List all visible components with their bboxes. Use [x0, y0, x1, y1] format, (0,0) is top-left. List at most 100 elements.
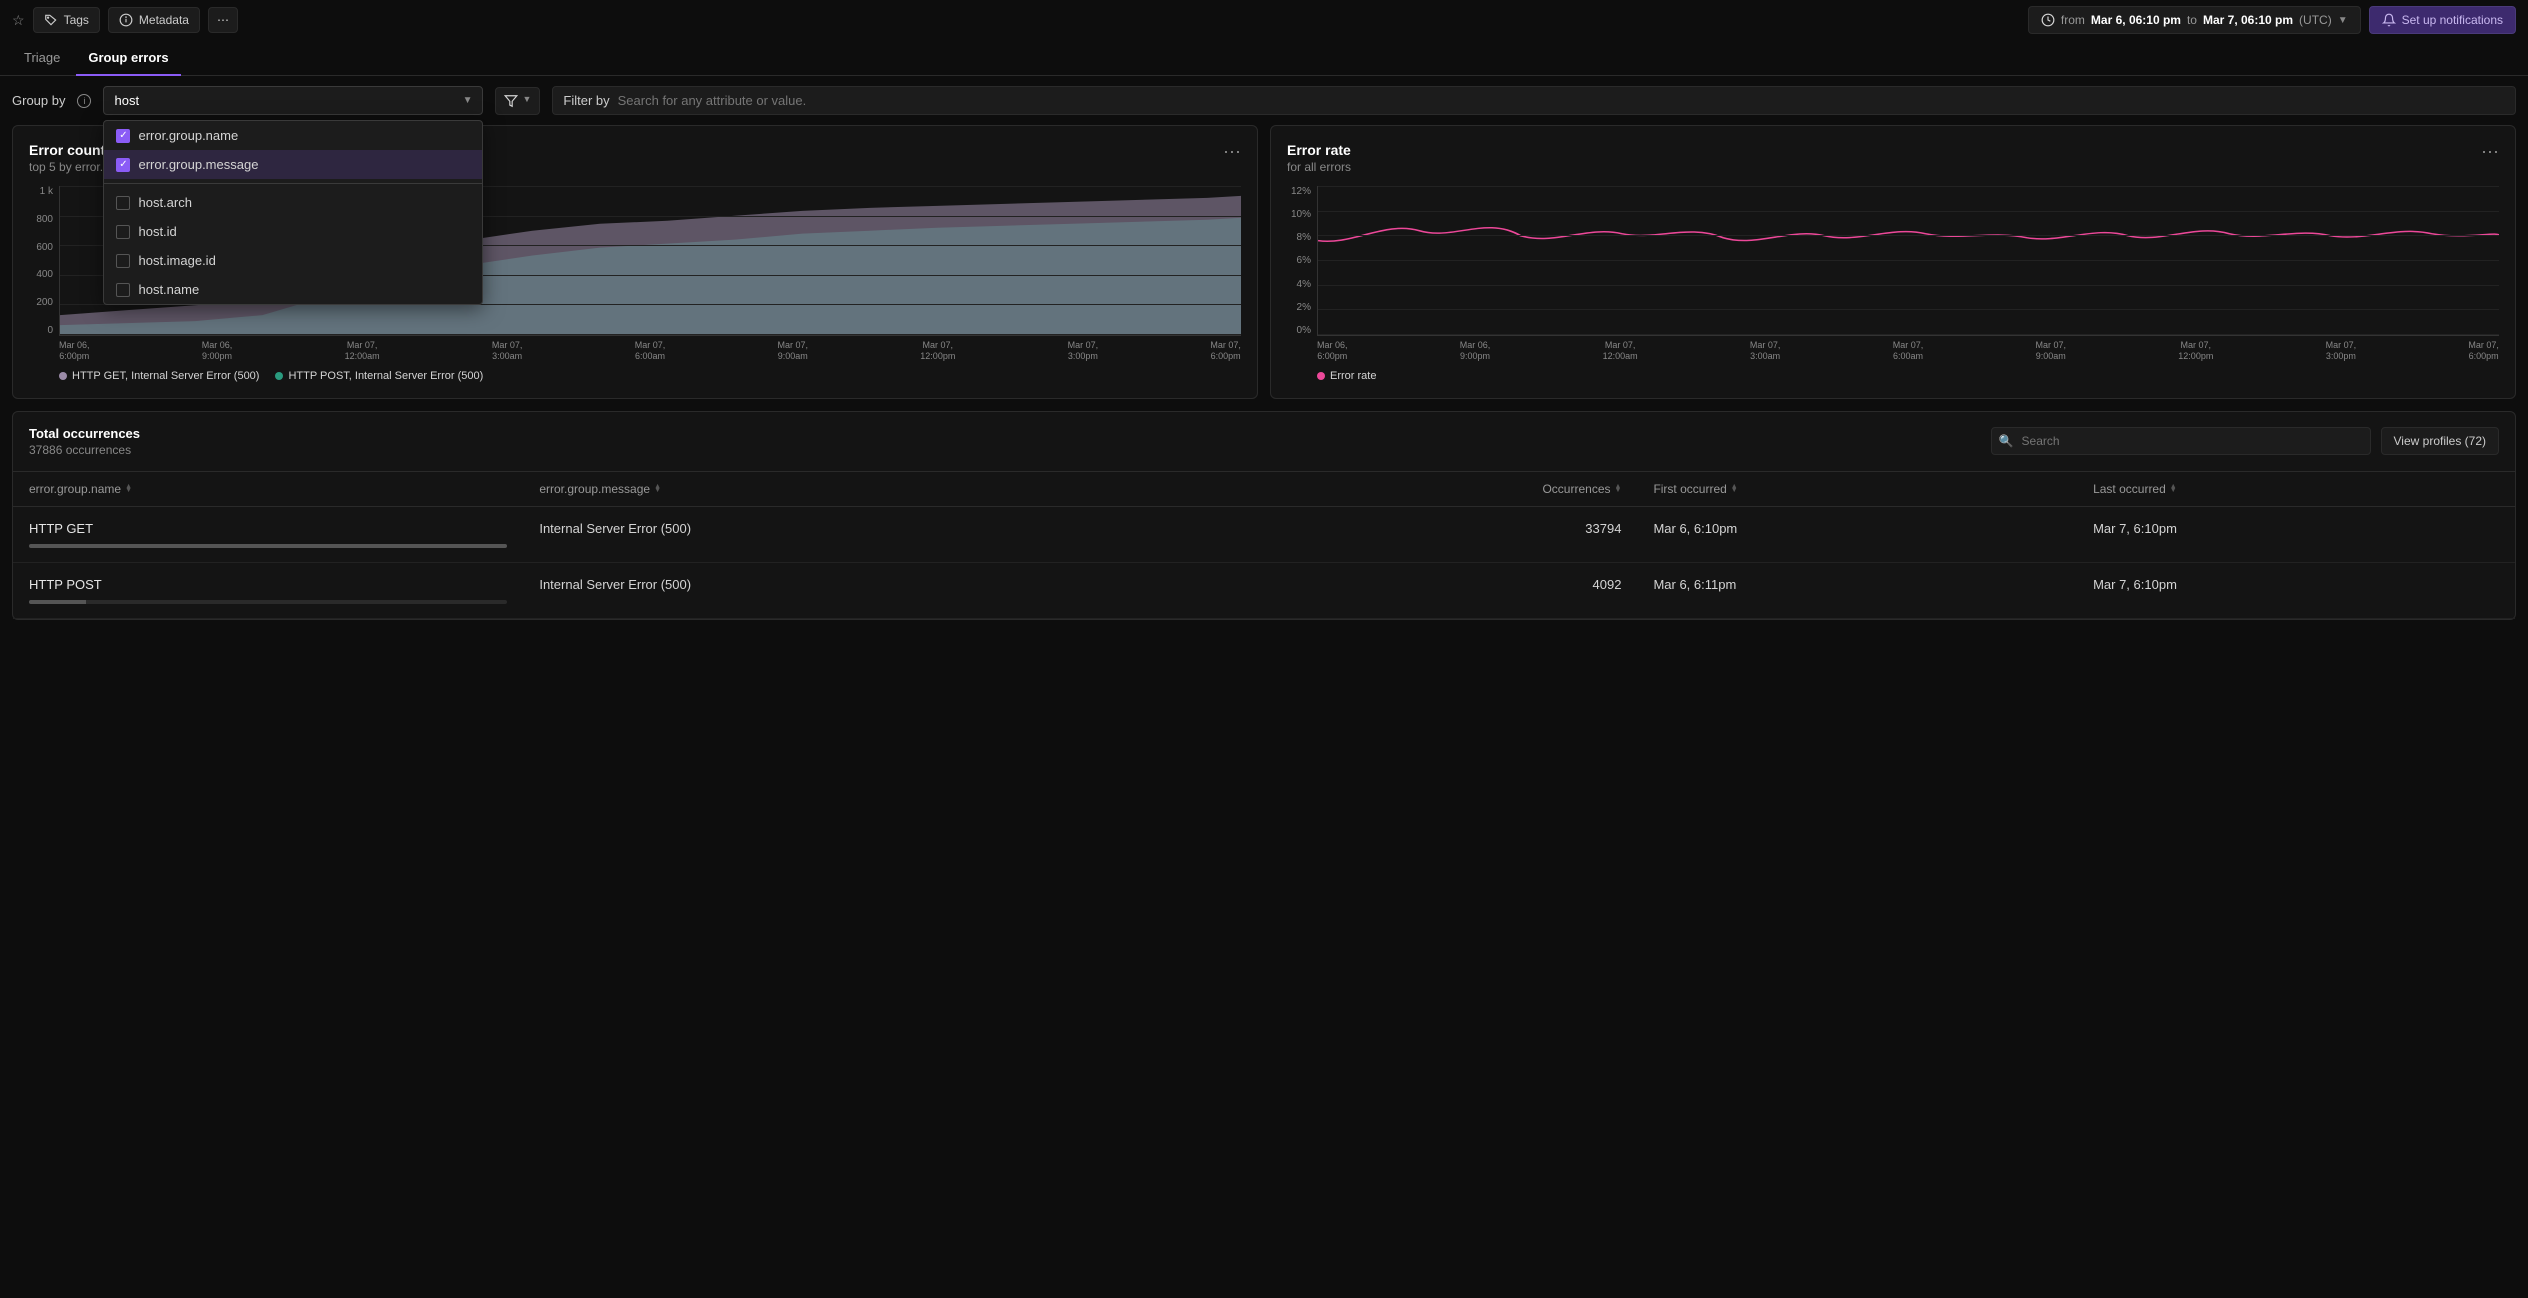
notifications-button[interactable]: Set up notifications — [2369, 6, 2516, 34]
tags-button[interactable]: Tags — [33, 7, 100, 33]
metadata-button[interactable]: Metadata — [108, 7, 200, 33]
group-by-value: host — [114, 93, 139, 108]
group-by-label: Group by — [12, 93, 65, 108]
dropdown-option[interactable]: host.image.id — [104, 246, 482, 275]
clock-icon — [2041, 13, 2055, 27]
table-row[interactable]: HTTP GET Internal Server Error (500) 337… — [13, 506, 2515, 562]
filter-input[interactable] — [618, 93, 2505, 108]
row-first: Mar 6, 6:11pm — [1637, 562, 2077, 618]
notifications-label: Set up notifications — [2402, 13, 2503, 27]
chart1-menu[interactable]: ⋯ — [1223, 142, 1241, 163]
top-toolbar: ☆ Tags Metadata ⋯ from Mar 6, 06:10 pm t… — [0, 0, 2528, 40]
chart2-plot — [1317, 186, 2499, 336]
view-profiles-button[interactable]: View profiles (72) — [2381, 427, 2499, 455]
checkbox[interactable] — [116, 196, 130, 210]
star-icon[interactable]: ☆ — [12, 12, 25, 29]
chart1-xaxis: Mar 06,6:00pmMar 06,9:00pmMar 07,12:00am… — [59, 340, 1241, 362]
chevron-down-icon: ▼ — [463, 95, 473, 106]
dropdown-option-label: host.id — [138, 224, 176, 239]
chevron-down-icon: ▼ — [2338, 15, 2348, 26]
dropdown-option[interactable]: host.id — [104, 217, 482, 246]
row-last: Mar 7, 6:10pm — [2077, 562, 2515, 618]
col-occurrences[interactable]: Occurrences▲▼ — [1218, 471, 1638, 506]
error-rate-panel: Error rate for all errors ⋯ 12%10%8%6%4%… — [1270, 125, 2516, 399]
dropdown-option-label: host.name — [138, 282, 199, 297]
more-icon: ⋯ — [217, 13, 229, 27]
dropdown-option[interactable]: error.group.message — [104, 150, 482, 179]
sort-icon: ▲▼ — [1731, 485, 1738, 495]
tag-icon — [44, 13, 58, 27]
tabs: Triage Group errors — [0, 40, 2528, 76]
metadata-label: Metadata — [139, 13, 189, 27]
chart1-yaxis: 1 k8006004002000 — [29, 186, 59, 336]
row-bar — [29, 600, 507, 604]
bell-icon — [2382, 13, 2396, 27]
chart2-yaxis: 12%10%8%6%4%2%0% — [1287, 186, 1317, 336]
sort-icon: ▲▼ — [1615, 485, 1622, 495]
row-last: Mar 7, 6:10pm — [2077, 506, 2515, 562]
dropdown-option[interactable]: host.arch — [104, 188, 482, 217]
dropdown-option[interactable]: error.group.name — [104, 121, 482, 150]
tab-group-errors[interactable]: Group errors — [76, 40, 180, 75]
dropdown-option-label: error.group.name — [138, 128, 238, 143]
tags-label: Tags — [64, 13, 89, 27]
chevron-down-icon: ▼ — [522, 94, 531, 108]
col-last[interactable]: Last occurred▲▼ — [2077, 471, 2515, 506]
sort-icon: ▲▼ — [654, 485, 661, 495]
filter-input-wrap: Filter by — [552, 86, 2516, 115]
time-range-picker[interactable]: from Mar 6, 06:10 pm to Mar 7, 06:10 pm … — [2028, 6, 2361, 34]
checkbox[interactable] — [116, 283, 130, 297]
legend-dot — [275, 372, 283, 380]
row-first: Mar 6, 6:10pm — [1637, 506, 2077, 562]
col-name[interactable]: error.group.name▲▼ — [13, 471, 523, 506]
row-name: HTTP POST — [29, 577, 507, 592]
chart2-legend: Error rate — [1317, 370, 2499, 382]
tab-triage[interactable]: Triage — [12, 40, 72, 75]
table-row[interactable]: HTTP POST Internal Server Error (500) 40… — [13, 562, 2515, 618]
row-message: Internal Server Error (500) — [523, 562, 1218, 618]
legend-item[interactable]: HTTP GET, Internal Server Error (500) — [59, 370, 259, 382]
dropdown-option-label: host.image.id — [138, 253, 215, 268]
dropdown-option-label: error.group.message — [138, 157, 258, 172]
legend-dot — [1317, 372, 1325, 380]
row-message: Internal Server Error (500) — [523, 506, 1218, 562]
group-by-select[interactable]: host ▼ error.group.nameerror.group.messa… — [103, 86, 483, 115]
chart2-subtitle: for all errors — [1287, 160, 1351, 174]
chart2-xaxis: Mar 06,6:00pmMar 06,9:00pmMar 07,12:00am… — [1317, 340, 2499, 362]
time-from-prefix: from — [2061, 13, 2085, 27]
checkbox[interactable] — [116, 225, 130, 239]
row-bar — [29, 544, 507, 548]
group-by-input[interactable]: host ▼ — [103, 86, 483, 115]
checkbox[interactable] — [116, 158, 130, 172]
group-by-dropdown: error.group.name error.group.message host.… — [103, 120, 483, 305]
more-button[interactable]: ⋯ — [208, 7, 238, 33]
time-from: Mar 6, 06:10 pm — [2091, 13, 2181, 27]
time-tz: (UTC) — [2299, 13, 2332, 27]
checkbox[interactable] — [116, 254, 130, 268]
table-search-input[interactable] — [1991, 427, 2371, 455]
table-subtitle: 37886 occurrences — [29, 443, 140, 457]
search-icon: 🔍 — [1999, 434, 2014, 448]
occurrences-table-panel: Total occurrences 37886 occurrences 🔍 Vi… — [12, 411, 2516, 620]
legend-item[interactable]: Error rate — [1317, 370, 1376, 382]
filter-config-button[interactable]: ▼ — [495, 87, 540, 115]
time-to-prefix: to — [2187, 13, 2197, 27]
filter-bar: Group by i host ▼ error.group.nameerror.… — [0, 76, 2528, 125]
row-name: HTTP GET — [29, 521, 507, 536]
col-message[interactable]: error.group.message▲▼ — [523, 471, 1218, 506]
sort-icon: ▲▼ — [2170, 485, 2177, 495]
chart1-legend: HTTP GET, Internal Server Error (500) HTT… — [59, 370, 1241, 382]
info-icon — [119, 13, 133, 27]
checkbox[interactable] — [116, 129, 130, 143]
time-to: Mar 7, 06:10 pm — [2203, 13, 2293, 27]
chart2-menu[interactable]: ⋯ — [2481, 142, 2499, 163]
dropdown-option[interactable]: host.name — [104, 275, 482, 304]
row-occurrences: 4092 — [1218, 562, 1638, 618]
sort-icon: ▲▼ — [125, 485, 132, 495]
table-title: Total occurrences — [29, 426, 140, 441]
info-icon[interactable]: i — [77, 94, 91, 108]
col-first[interactable]: First occurred▲▼ — [1637, 471, 2077, 506]
dropdown-option-label: host.arch — [138, 195, 191, 210]
legend-item[interactable]: HTTP POST, Internal Server Error (500) — [275, 370, 483, 382]
filter-icon — [504, 94, 518, 108]
